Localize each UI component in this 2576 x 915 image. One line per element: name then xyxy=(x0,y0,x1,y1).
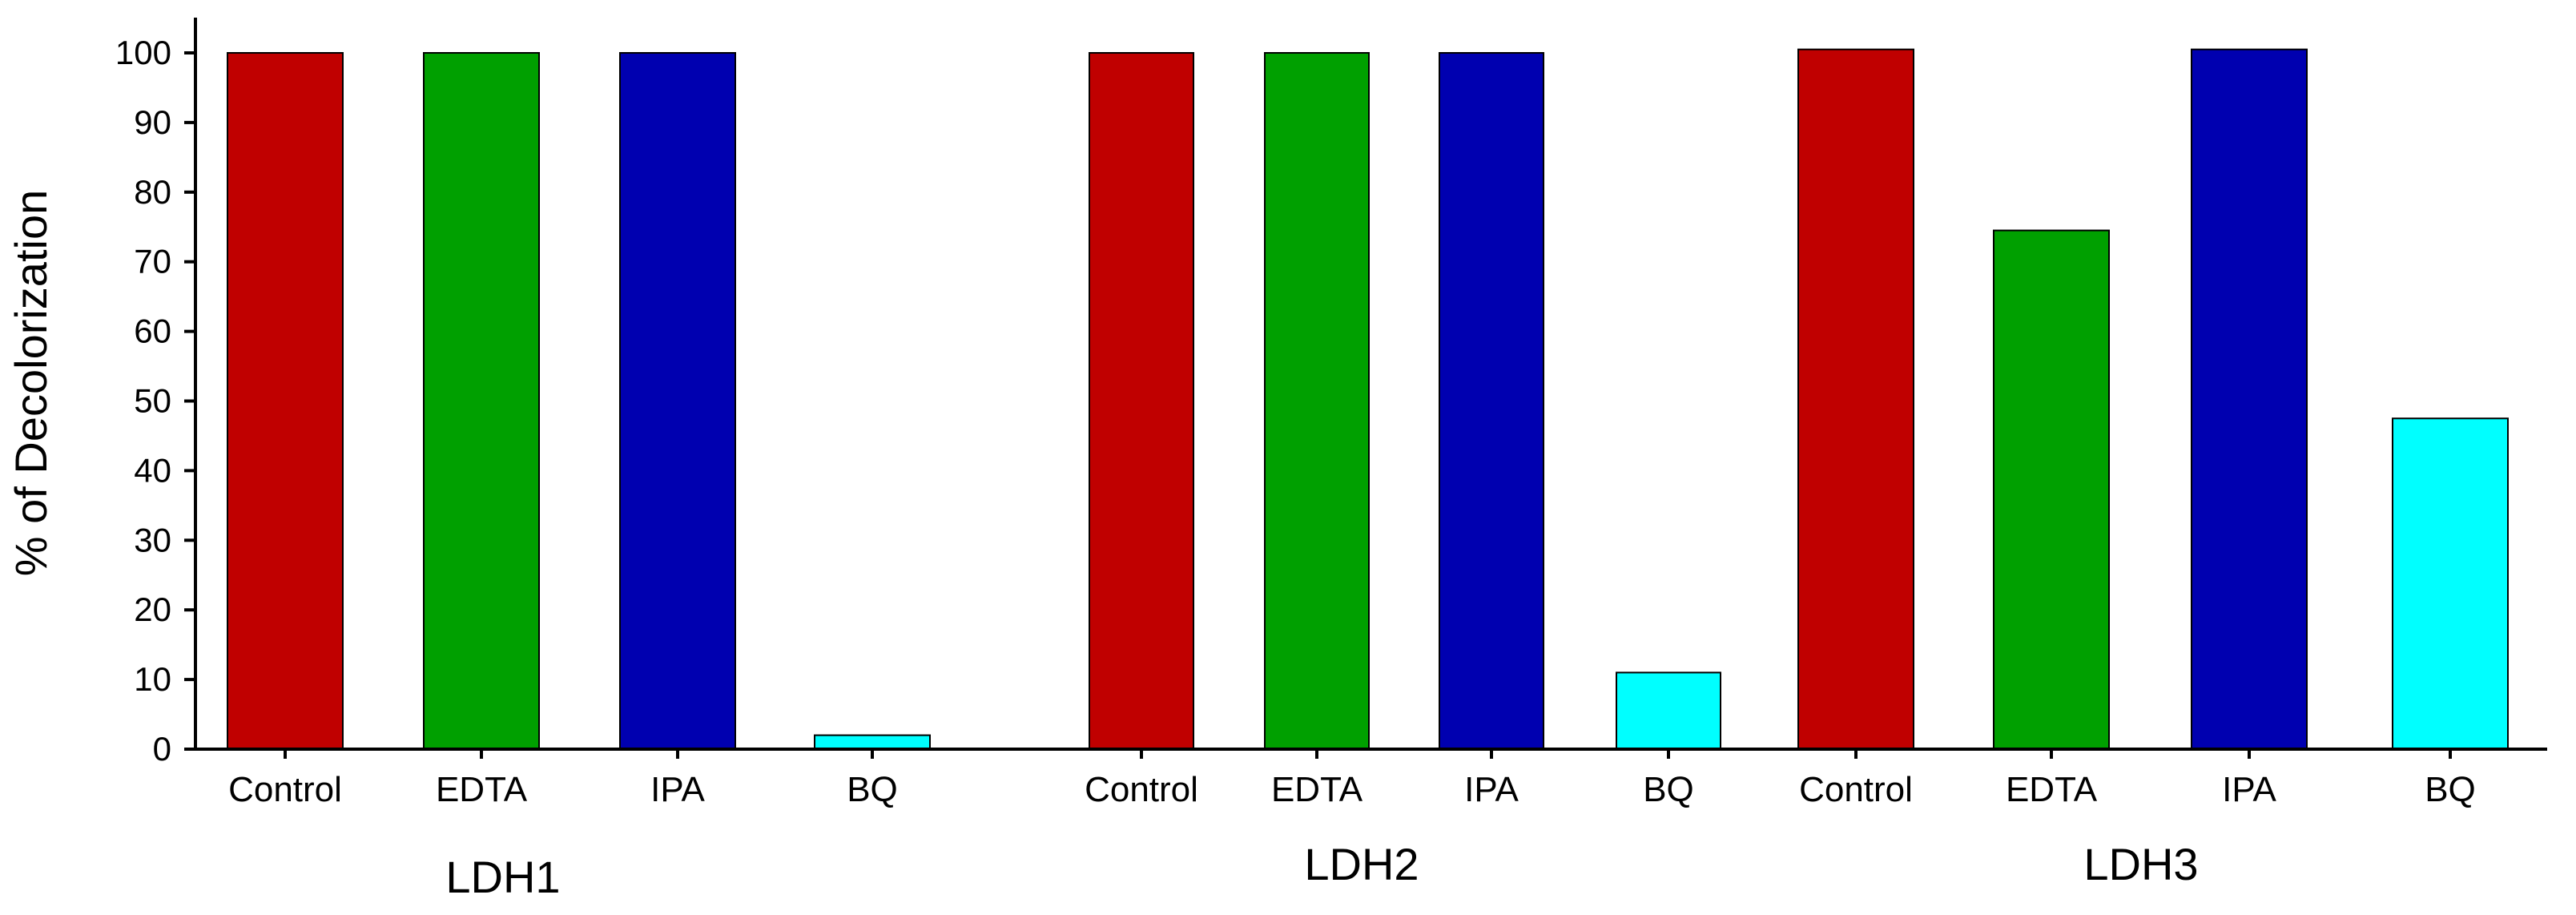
x-tick-label: Control xyxy=(1799,770,1913,809)
bar-ldh1-ipa xyxy=(619,52,736,750)
bar-ldh1-edta xyxy=(423,52,540,750)
x-tick-label: EDTA xyxy=(2006,770,2098,809)
bar-ldh1-bq xyxy=(814,734,931,750)
y-tick-label: 90 xyxy=(134,103,171,141)
y-tick-label: 10 xyxy=(134,660,171,698)
y-tick-label: 70 xyxy=(134,243,171,280)
group-labels: LDH1 LDH2 LDH3 xyxy=(445,839,2198,902)
bar-ldh2-control xyxy=(1089,52,1194,750)
bar-ldh3-control xyxy=(1797,48,1914,750)
group-label-ldh3: LDH3 xyxy=(2083,839,2198,889)
y-tick-label: 60 xyxy=(134,312,171,350)
bar-ldh2-edta xyxy=(1264,52,1370,750)
group-label-ldh2: LDH2 xyxy=(1304,839,1419,889)
x-tick-label: BQ xyxy=(847,770,898,809)
bar-ldh2-ipa xyxy=(1439,52,1544,750)
x-tick-label: Control xyxy=(228,770,342,809)
bar-ldh3-bq xyxy=(2392,417,2509,750)
x-tick-label: EDTA xyxy=(1271,770,1363,809)
x-tick-label: BQ xyxy=(1643,770,1694,809)
axes xyxy=(194,18,2547,751)
y-tick-label: 100 xyxy=(115,34,171,71)
y-tick-label: 40 xyxy=(134,451,171,489)
x-tick-label: EDTA xyxy=(436,770,528,809)
y-tick-label: 20 xyxy=(134,591,171,628)
x-tick-label: Control xyxy=(1085,770,1198,809)
x-tick-label: IPA xyxy=(650,770,705,809)
bar-ldh1-control xyxy=(227,52,344,750)
y-tick-label: 0 xyxy=(153,730,171,768)
x-tick-label: IPA xyxy=(1464,770,1519,809)
y-tick-label: 30 xyxy=(134,521,171,558)
group-label-ldh1: LDH1 xyxy=(445,852,560,902)
x-tick-labels: Control EDTA IPA BQ Control EDTA IPA BQ Control E… xyxy=(228,749,2476,809)
y-tick-label: 80 xyxy=(134,173,171,211)
x-tick-label: IPA xyxy=(2222,770,2276,809)
bar-ldh3-edta xyxy=(1993,229,2110,751)
bar-ldh2-bq xyxy=(1616,671,1721,750)
bar-ldh3-ipa xyxy=(2191,48,2308,750)
y-axis-label: % of Decolorization xyxy=(6,190,56,576)
y-tick-label: 50 xyxy=(134,382,171,420)
y-ticks: 0 10 20 30 40 50 60 70 80 90 100 xyxy=(115,34,195,768)
x-tick-label: BQ xyxy=(2425,770,2476,809)
bars-layer xyxy=(227,48,2509,751)
